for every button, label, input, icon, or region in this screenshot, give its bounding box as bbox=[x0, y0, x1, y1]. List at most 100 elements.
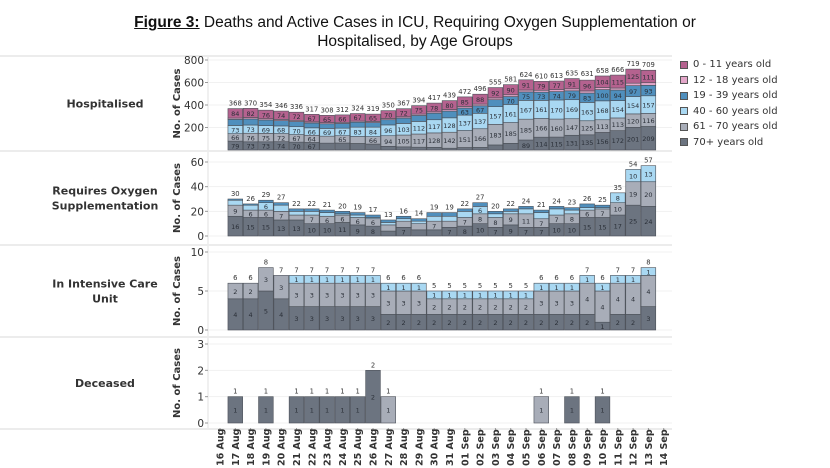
bar-segment bbox=[227, 119, 243, 126]
bar-segment bbox=[288, 396, 305, 424]
bar-total-label: 24 bbox=[552, 197, 561, 205]
segment-label: 2 bbox=[478, 303, 482, 311]
segment-label: 8 bbox=[463, 228, 467, 236]
bar-segment bbox=[288, 111, 305, 121]
segment-label: 156 bbox=[596, 138, 608, 146]
bar-segment bbox=[380, 230, 396, 237]
bar-segment bbox=[610, 192, 626, 203]
y-axis-title: No. of Cases bbox=[172, 256, 183, 326]
bar-total-label: 20 bbox=[338, 202, 347, 210]
bar-total-label: 1 bbox=[264, 388, 268, 396]
segment-label: 6 bbox=[478, 207, 482, 215]
segment-label: 157 bbox=[489, 112, 501, 120]
segment-label: 96 bbox=[583, 82, 591, 90]
segment-label: 69 bbox=[323, 129, 331, 137]
segment-label: 1 bbox=[570, 407, 574, 415]
segment-label: 8 bbox=[371, 228, 375, 236]
bar-segment bbox=[548, 282, 565, 292]
bar-segment bbox=[350, 212, 366, 216]
bar-segment bbox=[503, 143, 519, 151]
y-tick-label: 600 bbox=[184, 78, 204, 90]
segment-label: 1 bbox=[233, 407, 237, 415]
bar-total-label: 336 bbox=[290, 103, 303, 111]
bar-total-label: 324 bbox=[351, 105, 364, 113]
bar-total-label: 581 bbox=[504, 76, 517, 84]
x-tick-label: 03 Sep bbox=[491, 429, 502, 466]
bar-segment bbox=[227, 199, 243, 206]
x-tick-label: 08 Sep bbox=[567, 429, 578, 466]
y-tick-label: 0 bbox=[197, 325, 204, 337]
segment-label: 11 bbox=[338, 226, 346, 234]
segment-label: 142 bbox=[443, 137, 455, 145]
bar-segment bbox=[411, 115, 427, 122]
bar-total-label: 417 bbox=[428, 94, 441, 102]
segment-label: 114 bbox=[535, 140, 547, 148]
segment-label: 72 bbox=[277, 134, 285, 142]
bar-segment bbox=[487, 213, 504, 218]
figure-number: Figure 3: bbox=[134, 14, 200, 31]
panel-label: Unit bbox=[92, 293, 118, 306]
bar-segment bbox=[411, 146, 427, 151]
segment-label: 66 bbox=[308, 128, 316, 136]
bar-segment bbox=[350, 396, 366, 424]
segment-label: 157 bbox=[642, 101, 654, 109]
bar-segment bbox=[288, 121, 305, 128]
bar-segment bbox=[334, 275, 351, 284]
bar-total-label: 5 bbox=[432, 282, 436, 290]
segment-label: 7 bbox=[432, 222, 436, 230]
segment-label: 6 bbox=[264, 211, 268, 219]
bar-total-label: 57 bbox=[644, 157, 653, 165]
bar-segment bbox=[380, 222, 396, 226]
bar-segment bbox=[487, 87, 504, 99]
bar-segment bbox=[640, 267, 657, 276]
bar-segment bbox=[319, 209, 335, 213]
segment-label: 8 bbox=[570, 216, 574, 224]
bar-segment bbox=[227, 396, 243, 424]
bar-segment bbox=[304, 114, 320, 123]
segment-label: 137 bbox=[459, 120, 471, 128]
bar-total-label: 6 bbox=[539, 274, 543, 282]
segment-label: 82 bbox=[246, 110, 254, 118]
bar-total-label: 22 bbox=[307, 200, 316, 208]
bar-segment bbox=[395, 146, 412, 151]
legend-swatch bbox=[680, 107, 688, 116]
segment-label: 6 bbox=[356, 218, 360, 226]
segment-label: 3 bbox=[539, 300, 543, 308]
bar-segment bbox=[472, 93, 488, 105]
segment-label: 166 bbox=[474, 135, 486, 143]
bar-segment bbox=[625, 68, 641, 84]
segment-label: 135 bbox=[581, 139, 593, 147]
title-line-1: Deaths and Active Cases in ICU, Requirin… bbox=[199, 14, 696, 31]
segment-label: 1 bbox=[600, 407, 604, 415]
bar-segment bbox=[518, 206, 534, 210]
segment-label: 2 bbox=[493, 303, 497, 311]
legend-label: 12 - 18 years old bbox=[693, 74, 778, 86]
segment-label: 89 bbox=[522, 142, 530, 150]
segment-label: 2 bbox=[447, 319, 451, 327]
bar-segment bbox=[518, 79, 534, 91]
segment-label: 7 bbox=[524, 228, 528, 236]
bar-total-label: 1 bbox=[310, 388, 314, 396]
bar-segment bbox=[426, 147, 442, 151]
x-tick-label: 04 Sep bbox=[506, 429, 517, 466]
segment-label: 111 bbox=[642, 73, 654, 81]
bar-total-label: 14 bbox=[415, 210, 424, 218]
segment-label: 168 bbox=[596, 107, 608, 115]
bar-segment bbox=[533, 396, 549, 424]
segment-label: 3 bbox=[356, 315, 360, 323]
bar-total-label: 610 bbox=[535, 72, 548, 80]
y-tick-label: 0 bbox=[197, 231, 204, 243]
bar-segment bbox=[426, 102, 442, 113]
segment-label: 1 bbox=[325, 276, 329, 284]
y-tick-label: 1 bbox=[197, 392, 204, 404]
legend-item: 0 - 11 years old bbox=[680, 57, 778, 73]
segment-label: 1 bbox=[600, 323, 604, 331]
bar-segment bbox=[594, 204, 611, 208]
bar-total-label: 20 bbox=[491, 202, 500, 210]
bar-segment bbox=[426, 229, 442, 237]
segment-label: 7 bbox=[310, 216, 314, 224]
segment-label: 6 bbox=[371, 219, 375, 227]
segment-label: 2 bbox=[478, 319, 482, 327]
segment-label: 116 bbox=[642, 117, 654, 125]
segment-label: 1 bbox=[570, 284, 574, 292]
